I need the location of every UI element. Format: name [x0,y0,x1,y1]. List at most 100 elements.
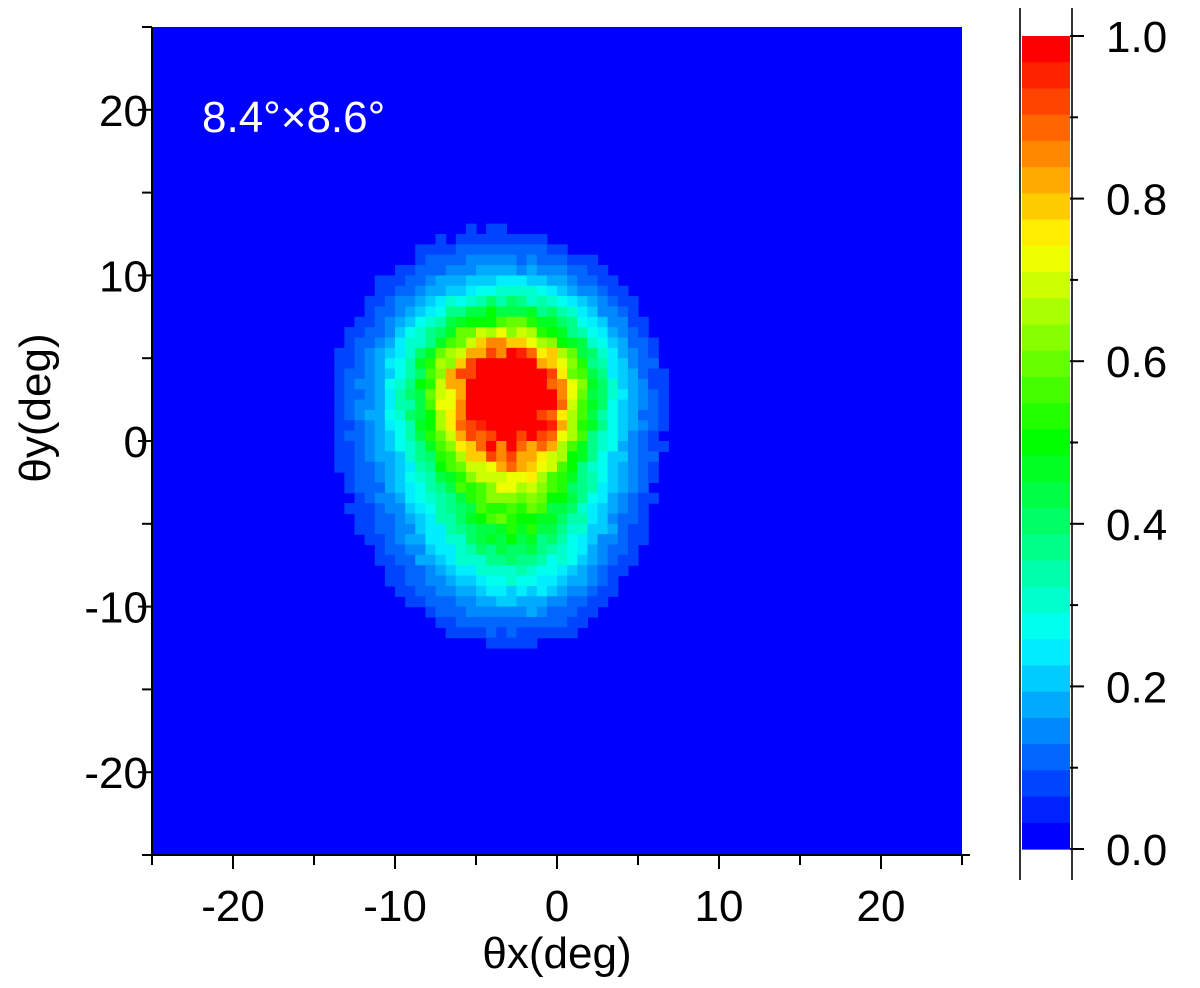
heatmap-cell [546,399,558,411]
heatmap-cell [607,378,619,390]
heatmap-cell [476,606,487,618]
heatmap-cell [435,368,447,380]
heatmap-cell [425,420,437,432]
heatmap-cell [516,358,528,370]
heatmap-cell [546,306,558,318]
y-axis-label: θy(deg) [11,333,60,482]
heatmap-cell [526,275,538,287]
heatmap-cell [384,275,396,287]
heatmap-cell [405,451,416,463]
heatmap-cell [506,275,518,287]
heatmap-cell [415,430,426,442]
heatmap-cell [546,451,558,463]
heatmap-cell [435,285,447,297]
heatmap-cell [425,565,437,577]
heatmap-cell [607,358,619,370]
heatmap-cell [577,606,588,618]
heatmap-cell [354,492,366,504]
heatmap-cell [415,409,426,421]
heatmap-cell [445,316,457,328]
heatmap-cell [526,378,538,390]
heatmap-cell [405,368,416,380]
heatmap-cell [557,358,568,370]
y-tick-label: 20 [99,87,148,136]
heatmap-cell [425,306,437,318]
heatmap-cell [455,316,467,328]
heatmap-cell [597,265,609,276]
heatmap-cell [364,441,376,452]
heatmap-cell [465,420,477,432]
heatmap-cell [465,275,477,287]
heatmap-cell [354,389,366,401]
heatmap-cell [496,254,507,266]
heatmap-cell [455,492,467,504]
heatmap-cell [627,327,639,339]
heatmap-cell [435,596,447,608]
heatmap-cell [415,347,426,359]
heatmap-cell [546,461,558,473]
heatmap-cell [607,347,619,359]
heatmap-cell [455,565,467,577]
heatmap-cell [638,368,649,380]
heatmap-cell [405,482,416,494]
colorbar-band [1022,429,1070,457]
heatmap-cell [516,285,528,297]
heatmap-cell [354,472,366,483]
heatmap-cell [384,409,396,421]
heatmap-cell [627,337,639,349]
heatmap-cell [486,565,497,577]
heatmap-cell [607,285,619,297]
heatmap-cell [465,606,477,618]
heatmap-cell [465,296,477,308]
heatmap-cell [577,544,588,556]
heatmap-cell [374,430,386,442]
heatmap-cell [445,503,457,515]
heatmap-cell [435,565,447,577]
heatmap-cell [395,513,406,525]
heatmap-cell [384,544,396,556]
colorbar-band [1022,665,1070,693]
heatmap-cell [486,606,497,618]
heatmap-cell [546,285,558,297]
heatmap-cell [526,523,538,535]
heatmap-cell [577,575,588,587]
heatmap-cell [425,461,437,473]
heatmap-cell [577,296,588,308]
heatmap-cell [374,347,386,359]
heatmap-cell [597,554,609,566]
heatmap-cell [516,337,528,349]
heatmap-cell [445,575,457,587]
heatmap-cell [465,503,477,515]
heatmap-cell [587,503,599,515]
heatmap-cell [455,389,467,401]
heatmap-cell [607,430,619,442]
heatmap-cell [617,296,629,308]
heatmap-cell [506,254,518,266]
x-tick-label: 0 [545,882,569,931]
heatmap-cell [395,534,406,546]
heatmap-cell [506,265,518,276]
heatmap-cell [516,368,528,380]
heatmap-cell [405,503,416,515]
heatmap-cell [354,399,366,411]
heatmap-cell [597,399,609,411]
heatmap-cell [607,337,619,349]
heatmap-cell [557,461,568,473]
heatmap-cell [638,430,649,442]
heatmap-cell [516,513,528,525]
heatmap-cell [374,296,386,308]
heatmap-cell [536,627,548,639]
heatmap-cell [415,482,426,494]
heatmap-cell [496,378,507,390]
heatmap-cell [506,306,518,318]
heatmap-cell [638,316,649,328]
heatmap-cell [526,399,538,411]
heatmap-cell [354,430,366,442]
heatmap-cell [435,244,447,256]
heatmap-cell [597,441,609,452]
heatmap-cell [344,441,356,452]
heatmap-cell [354,347,366,359]
heatmap-cell [526,234,538,245]
heatmap-cell [415,285,426,297]
heatmap-cell [536,565,548,577]
